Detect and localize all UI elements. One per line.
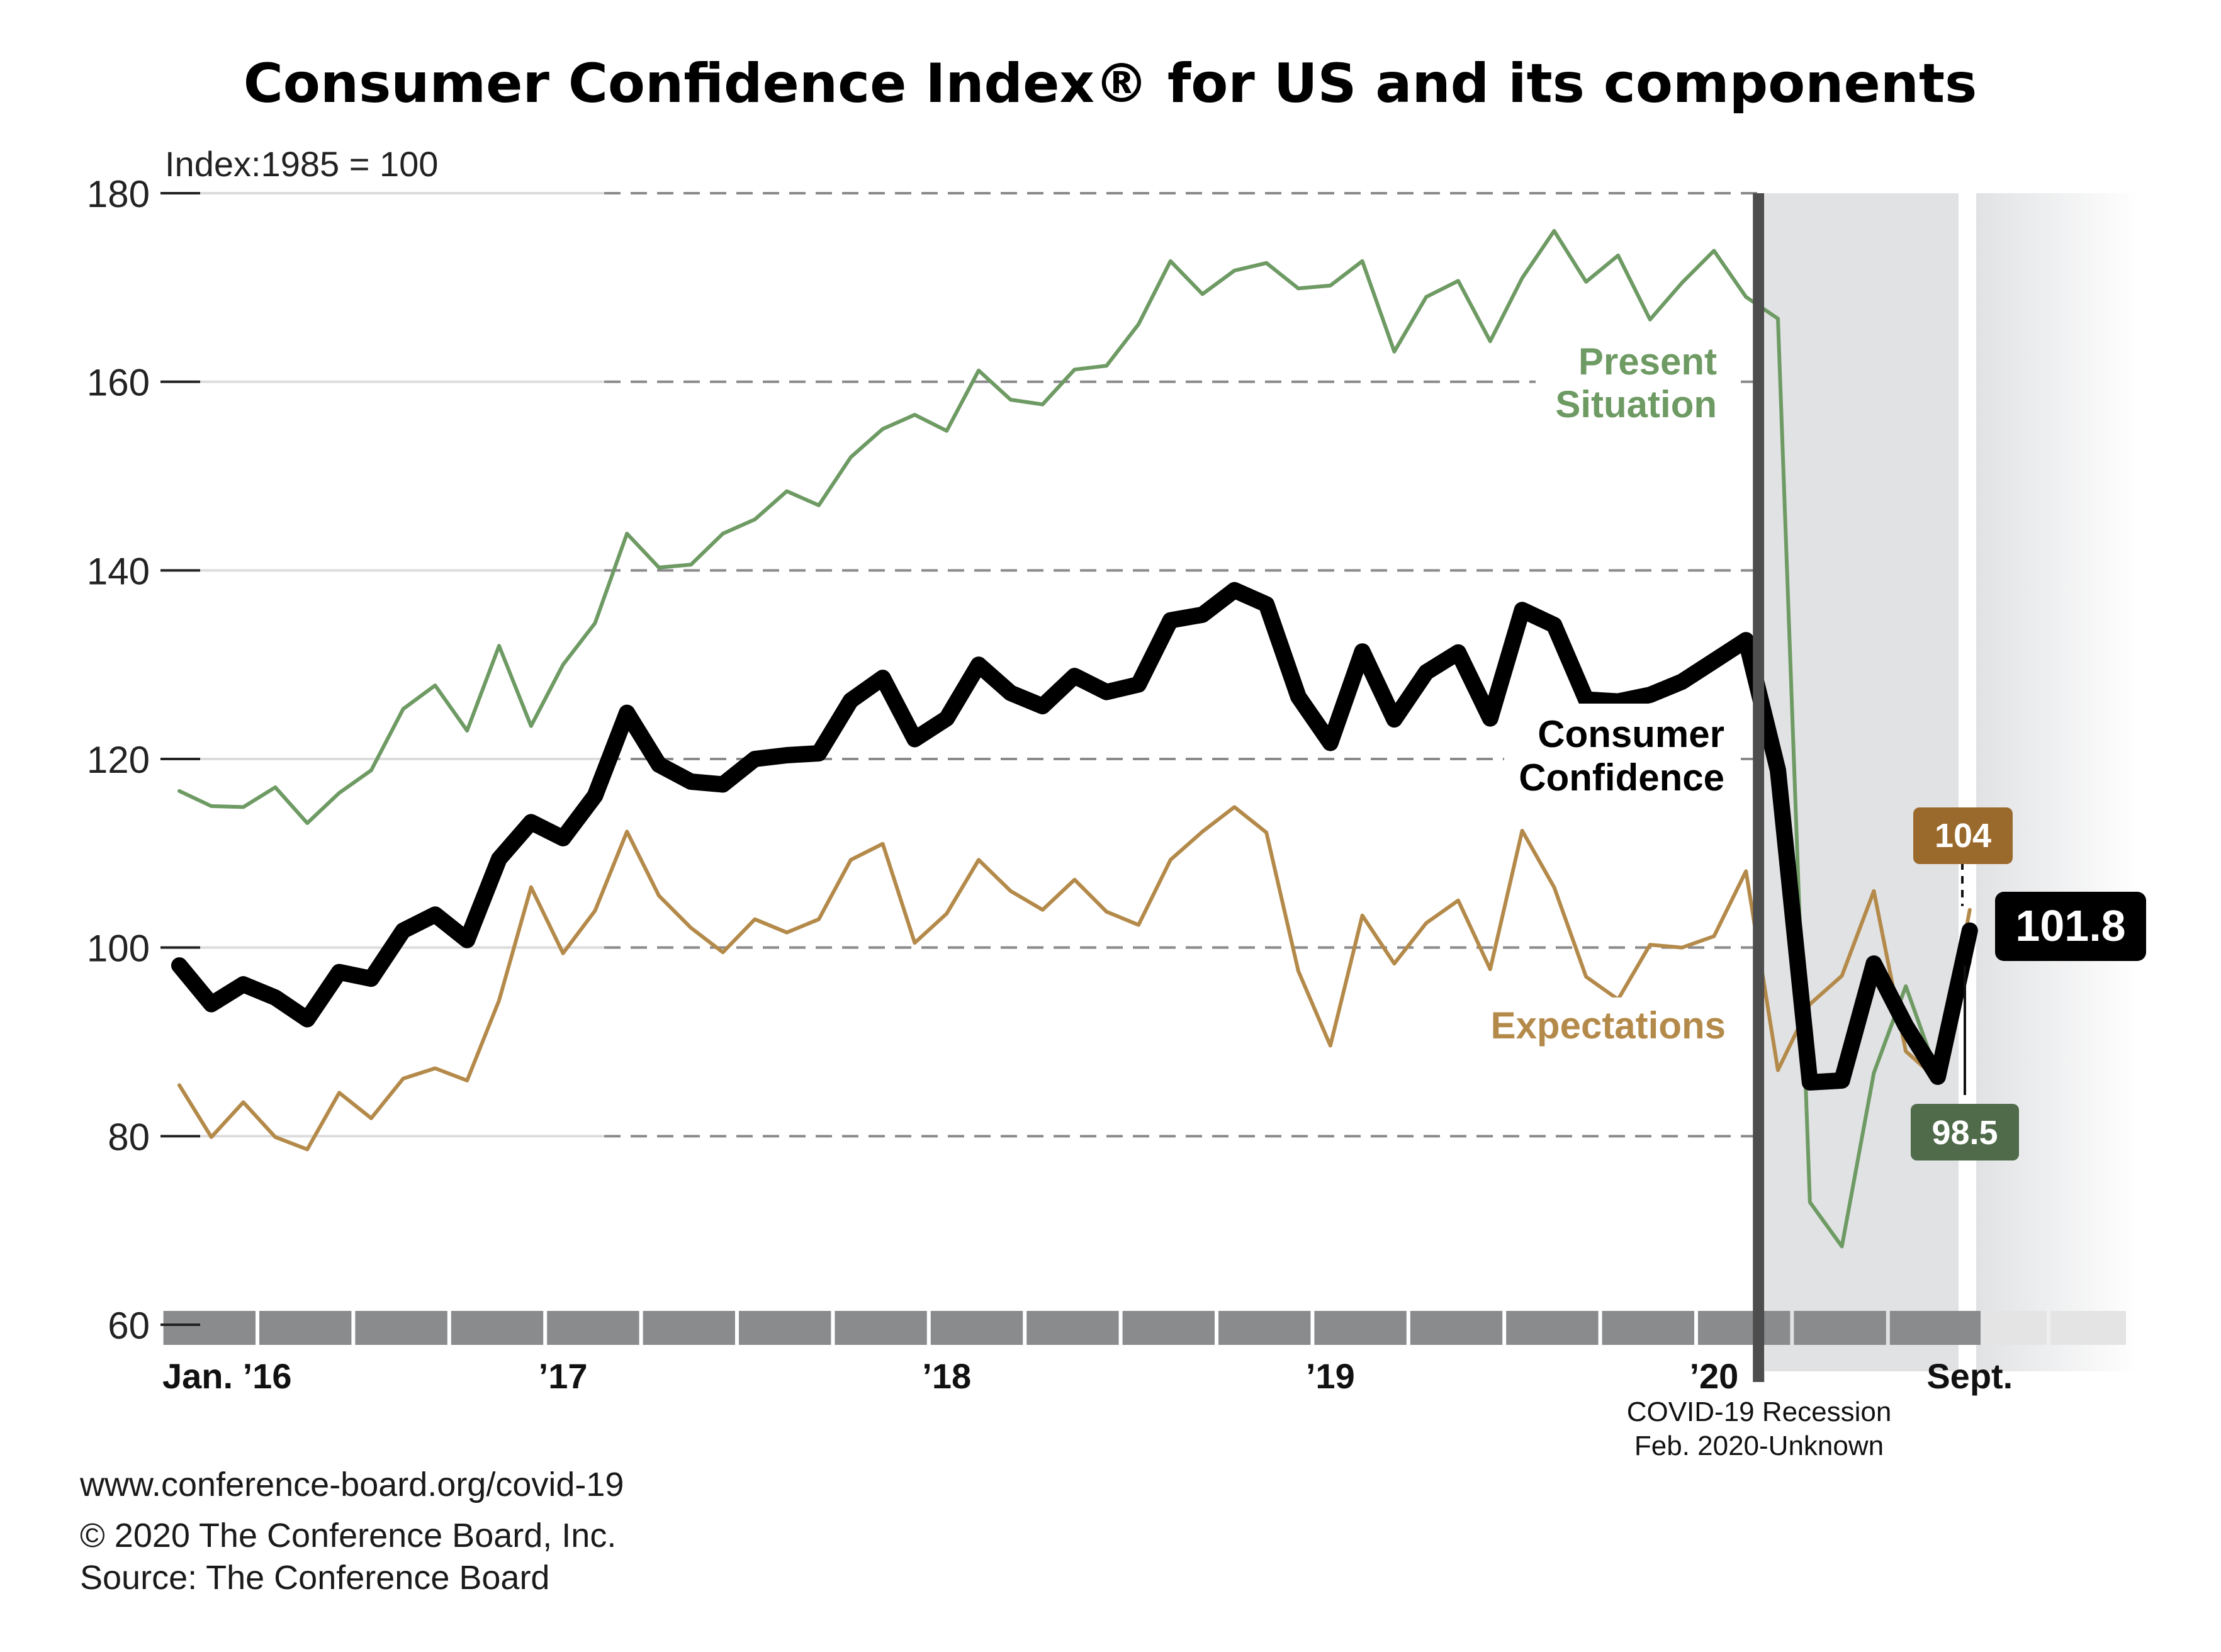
series-label-background [1479,997,1734,1054]
month-bar-segment [355,1311,447,1345]
chart-annotations: Jan. ’16 ’17 ’18 ’19 ’20 Sept. COVID-19 Recess… [162,193,2146,1461]
month-bar-segment [1506,1311,1599,1345]
recession-label-line-1: COVID-19 Recession [1627,1396,1892,1427]
month-bar-segment [1889,1311,1982,1345]
future-month-bar-segment [1981,1311,2047,1345]
month-bar-segment [1602,1311,1694,1345]
badge-expectations-value: 104 [1935,817,1991,855]
month-bar-segment [1698,1311,1791,1345]
month-bar-segment [1122,1311,1215,1345]
y-tick-label: 120 [87,739,150,781]
y-axis-unit-label: Index:1985 = 100 [165,144,438,184]
month-bar-segment [835,1311,927,1345]
y-tick-label: 140 [87,550,150,592]
badge-consumer-confidence-value: 101.8 [2015,901,2125,950]
month-bar-segment [930,1311,1023,1345]
y-tick-label: 180 [87,173,150,215]
x-tick-label: ’18 [922,1356,971,1396]
x-tick-label: ’20 [1689,1356,1738,1396]
month-bar-segment [163,1311,256,1345]
x-tick-label: Jan. ’16 [162,1356,291,1396]
series-label-present-situation: Present [1578,340,1717,383]
gridlines: 60 80 100 120 140 160 180 [87,173,1765,1347]
source-text: Source: The Conference Board [80,1559,550,1597]
x-tick-label: ’17 [539,1356,588,1396]
badge-present-situation [1911,1104,2019,1160]
month-bar-segment [643,1311,735,1345]
series-label-present-situation: Situation [1555,383,1717,425]
future-month-bar-segment [2050,1311,2126,1345]
month-bar-segment [259,1311,352,1345]
recession-band-future [1976,193,2140,1371]
month-bar-segment [739,1311,831,1345]
recession-band [1765,193,1959,1371]
badge-expectations [1913,807,2013,864]
y-tick-label: 160 [87,362,150,404]
series-label-consumer-confidence: Confidence [1519,756,1724,799]
series-label-background [1536,330,1731,434]
series-lines [171,228,1978,1249]
month-bar-segment [1218,1311,1311,1345]
chart-title: Consumer Confidence Index® for US and it… [244,52,1977,115]
month-bar-segment [547,1311,639,1345]
x-tick-label: Sept. [1926,1356,2013,1396]
recession-label-line-2: Feb. 2020-Unknown [1634,1430,1884,1461]
series-label-expectations: Expectations [1491,1004,1726,1047]
badge-consumer-confidence [1995,892,2146,961]
month-bar-segment [451,1311,544,1345]
series-line-expectations [177,805,1972,1152]
chart-background [163,193,2140,1371]
month-bar-segment [1794,1311,1886,1345]
badge-present-situation-value: 98.5 [1931,1114,1998,1152]
series-line-present-situation [177,228,1972,1249]
copyright-text: © 2020 The Conference Board, Inc. [80,1517,617,1554]
x-tick-label: ’19 [1306,1356,1355,1396]
y-tick-label: 100 [87,928,150,970]
month-bar-segment [1026,1311,1119,1345]
y-tick-label: 60 [108,1305,150,1347]
series-line-consumer-confidence [171,582,1978,1091]
month-bar-segment [1410,1311,1503,1345]
month-bar-segment [1314,1311,1407,1345]
series-label-consumer-confidence: Consumer [1538,713,1724,755]
y-tick-label: 80 [108,1116,150,1158]
series-label-background [1504,704,1734,807]
source-url[interactable]: www.conference-board.org/covid-19 [80,1466,624,1503]
